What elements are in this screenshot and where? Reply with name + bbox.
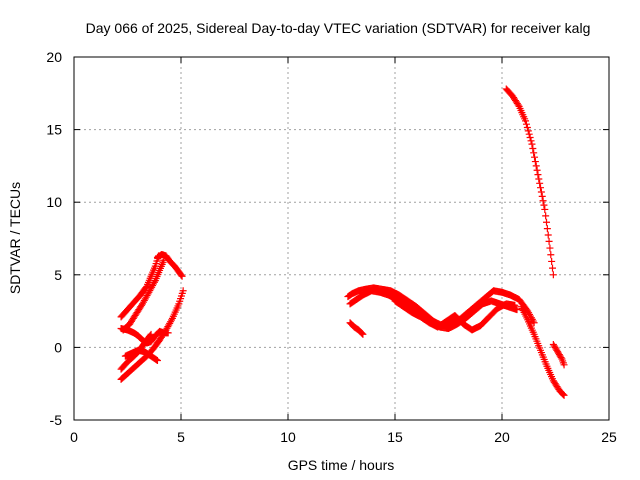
x-tick-label: 10 xyxy=(280,429,296,445)
data-point xyxy=(540,201,548,209)
x-tick-label: 5 xyxy=(177,429,185,445)
data-point xyxy=(533,166,541,174)
data-layer xyxy=(117,85,568,399)
x-tick-label: 25 xyxy=(601,429,617,445)
data-point xyxy=(531,158,539,166)
data-point xyxy=(543,225,551,233)
data-point xyxy=(539,197,547,205)
y-tick-label: 10 xyxy=(46,194,62,210)
y-tick-label: -5 xyxy=(50,412,63,428)
data-point xyxy=(544,231,552,239)
data-point xyxy=(549,264,557,272)
data-point xyxy=(538,192,546,200)
data-point xyxy=(177,271,185,279)
x-tick-label: 0 xyxy=(70,429,78,445)
series-track-1 xyxy=(117,252,163,321)
series-track-6 xyxy=(117,325,172,347)
data-point xyxy=(150,278,158,286)
x-axis-label: GPS time / hours xyxy=(288,457,395,473)
series-track-13 xyxy=(517,303,568,399)
data-point xyxy=(358,329,366,337)
plot-frame xyxy=(73,56,610,421)
data-point xyxy=(528,140,536,148)
data-point xyxy=(529,144,537,152)
data-point xyxy=(178,272,186,280)
data-point xyxy=(560,361,568,369)
data-point xyxy=(536,179,544,187)
grid-layer xyxy=(74,57,609,420)
series-track-12 xyxy=(502,85,557,279)
data-point xyxy=(535,175,543,183)
series-track-14 xyxy=(549,340,568,369)
series-track-11 xyxy=(346,319,367,338)
data-point xyxy=(547,251,555,259)
data-point xyxy=(526,133,534,141)
y-axis-label: SDTVAR / TECUs xyxy=(7,182,23,294)
x-tick-label: 20 xyxy=(494,429,510,445)
data-point xyxy=(531,153,539,161)
data-point xyxy=(548,257,556,265)
data-point xyxy=(543,218,551,226)
data-point xyxy=(559,390,567,398)
data-point xyxy=(511,301,519,309)
series-track-7 xyxy=(121,346,161,364)
data-point xyxy=(168,316,176,324)
data-point xyxy=(514,101,522,109)
data-point xyxy=(529,317,537,325)
data-point xyxy=(359,330,367,338)
data-point xyxy=(542,212,550,220)
series-track-10 xyxy=(391,297,519,334)
data-point xyxy=(513,306,521,314)
data-point xyxy=(537,188,545,196)
data-point xyxy=(525,130,533,138)
data-point xyxy=(560,391,568,399)
data-point xyxy=(179,287,187,295)
data-point xyxy=(537,184,545,192)
data-point xyxy=(153,356,161,364)
data-point xyxy=(541,205,549,213)
chart-title: Day 066 of 2025, Sidereal Day-to-day VTE… xyxy=(86,20,591,36)
data-point xyxy=(524,127,532,135)
y-tick-label: 15 xyxy=(46,122,62,138)
data-point xyxy=(530,319,538,327)
data-point xyxy=(522,117,530,125)
data-point xyxy=(549,271,557,279)
data-point xyxy=(523,124,531,132)
y-tick-label: 20 xyxy=(46,49,62,65)
data-point xyxy=(557,354,565,362)
x-tick-label: 15 xyxy=(387,429,403,445)
data-point xyxy=(546,244,554,252)
ticks-layer: 0 5 10 15 20 25 -5 0 5 10 15 20 xyxy=(46,49,617,445)
data-point xyxy=(522,120,530,128)
data-point xyxy=(545,237,553,245)
data-point xyxy=(160,256,168,264)
data-point xyxy=(530,149,538,157)
data-point xyxy=(164,329,172,337)
data-point xyxy=(153,356,161,364)
data-point xyxy=(532,162,540,170)
y-tick-label: 5 xyxy=(54,267,62,283)
data-point xyxy=(527,137,535,145)
y-tick-label: 0 xyxy=(54,339,62,355)
data-point xyxy=(534,171,542,179)
